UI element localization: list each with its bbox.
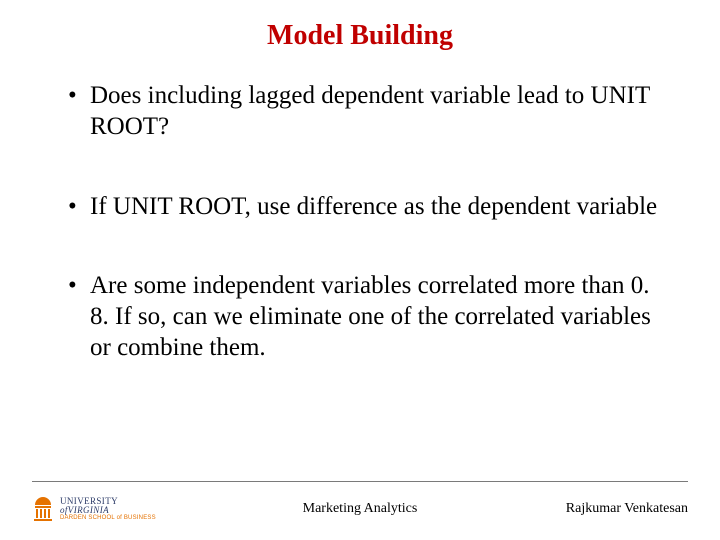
bullet-item: If UNIT ROOT, use difference as the depe… bbox=[68, 191, 670, 222]
bullet-item: Are some independent variables correlate… bbox=[68, 270, 670, 364]
slide: Model Building Does including lagged dep… bbox=[0, 0, 720, 540]
footer-center: Marketing Analytics bbox=[32, 501, 688, 517]
bullet-list: Does including lagged dependent variable… bbox=[50, 80, 670, 364]
footer-divider bbox=[32, 481, 688, 482]
footer: UNIVERSITY ofVIRGINIA DARDEN SCHOOL of B… bbox=[32, 488, 688, 530]
bullet-item: Does including lagged dependent variable… bbox=[68, 80, 670, 143]
slide-title: Model Building bbox=[50, 20, 670, 52]
